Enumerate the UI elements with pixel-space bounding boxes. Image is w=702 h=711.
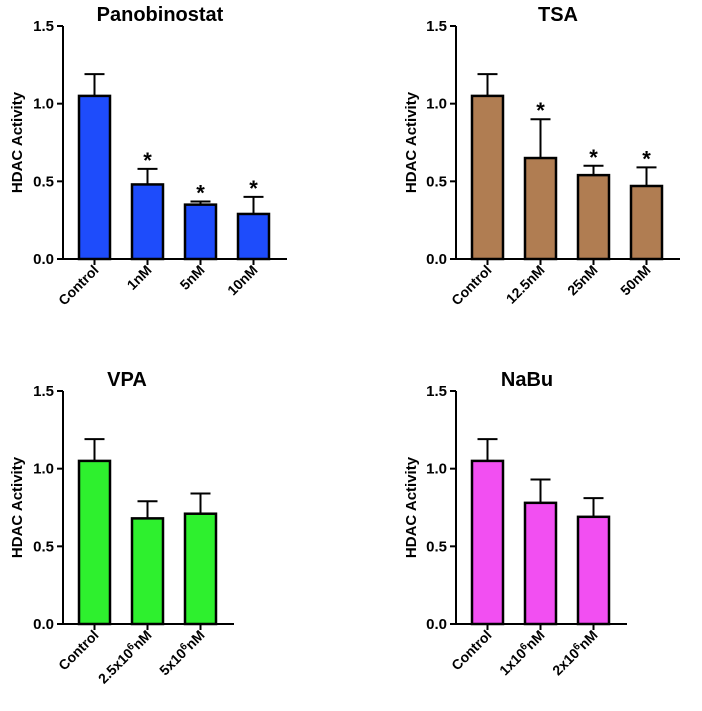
- x-tick-label: Control: [448, 262, 495, 309]
- y-tick-label: 1.0: [33, 96, 54, 113]
- x-tick-label: 1x106nM: [496, 626, 548, 678]
- bar: [236, 212, 271, 261]
- y-tick-label: 0.0: [33, 616, 54, 633]
- y-tick-label: 1.0: [33, 461, 54, 478]
- x-tick-label: 5nM: [177, 262, 208, 293]
- chart-panel-1: Panobinostat HDAC Activity 0.0 0.5 1.0 1.5 Con…: [9, 4, 287, 308]
- x-tick-label: 2x106nM: [549, 626, 601, 678]
- y-tick-label: 0.0: [426, 616, 447, 633]
- chart-title: NaBu: [501, 369, 553, 391]
- significance-marker: *: [196, 181, 205, 206]
- y-tick-label: 1.5: [426, 18, 447, 35]
- bar: [470, 94, 505, 261]
- significance-marker: *: [589, 145, 598, 170]
- y-axis-label: HDAC Activity: [9, 456, 26, 558]
- bar: [470, 459, 505, 626]
- bar: [629, 184, 664, 261]
- y-tick-label: 1.0: [426, 96, 447, 113]
- y-tick-label: 0.5: [33, 173, 54, 190]
- y-axis-label: HDAC Activity: [9, 91, 26, 193]
- bar: [130, 517, 165, 626]
- x-tick-label: 50nM: [617, 262, 654, 299]
- bar: [77, 94, 112, 261]
- bar: [183, 203, 218, 261]
- x-tick-label: 2.5x106nM: [94, 626, 154, 686]
- bar: [183, 512, 218, 626]
- bar: [77, 459, 112, 626]
- y-tick-label: 0.5: [426, 173, 447, 190]
- x-tick-label: 25nM: [564, 262, 601, 299]
- y-tick-label: 1.5: [33, 383, 54, 400]
- bar: [523, 156, 558, 261]
- y-tick-label: 0.5: [33, 538, 54, 555]
- x-tick-label: 12.5nM: [503, 262, 548, 307]
- y-tick-label: 0.5: [426, 538, 447, 555]
- significance-marker: *: [143, 148, 152, 173]
- y-axis-label: HDAC Activity: [403, 456, 420, 558]
- y-axis-label: HDAC Activity: [403, 91, 420, 193]
- x-tick-label: 1nM: [124, 262, 155, 293]
- significance-marker: *: [249, 176, 258, 201]
- bar: [130, 183, 165, 261]
- chart-title: Panobinostat: [97, 4, 224, 26]
- significance-marker: *: [536, 98, 545, 123]
- bar: [523, 501, 558, 626]
- chart-panel-4: NaBu HDAC Activity 0.0 0.5 1.0 1.5 Control 1x10…: [403, 369, 627, 678]
- y-tick-label: 0.0: [33, 251, 54, 268]
- y-tick-label: 1.0: [426, 461, 447, 478]
- y-tick-label: 0.0: [426, 251, 447, 268]
- chart-panel-2: TSA HDAC Activity 0.0 0.5 1.0 1.5 Control * 12.5…: [403, 4, 680, 308]
- significance-marker: *: [642, 146, 651, 171]
- bar: [576, 173, 611, 261]
- y-tick-label: 1.5: [426, 383, 447, 400]
- x-tick-label: 10nM: [224, 262, 261, 299]
- x-tick-label: Control: [448, 627, 495, 674]
- x-tick-label: Control: [55, 262, 102, 309]
- x-tick-label: 5x106nM: [156, 626, 208, 678]
- chart-title: TSA: [538, 4, 578, 26]
- bar: [576, 515, 611, 626]
- x-tick-label: Control: [55, 627, 102, 674]
- chart-panel-3: VPA HDAC Activity 0.0 0.5 1.0 1.5 Control2.5x1…: [9, 369, 234, 687]
- chart-title: VPA: [107, 369, 147, 391]
- y-tick-label: 1.5: [33, 18, 54, 35]
